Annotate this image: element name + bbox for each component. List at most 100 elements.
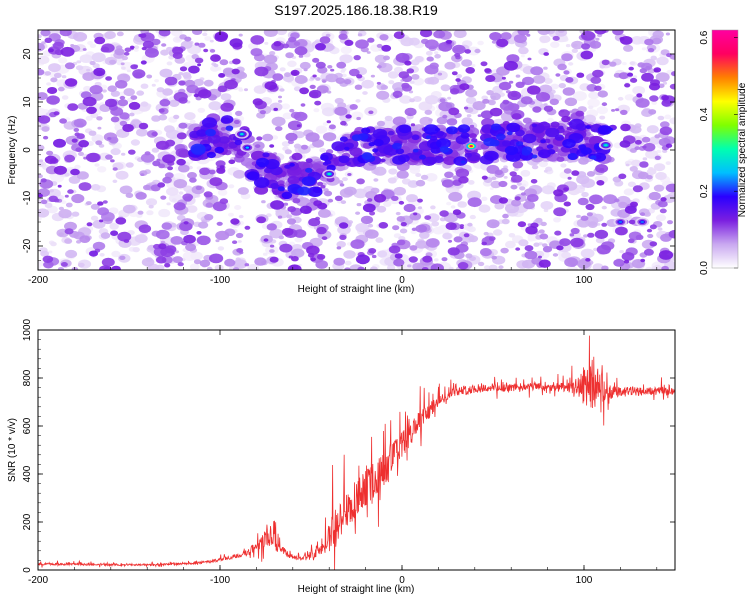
heatmap-cell [305,132,320,143]
heatmap-cell [550,41,560,48]
heatmap-cell [318,208,331,218]
heatmap-cell [315,77,321,81]
heatmap-cell [618,173,627,180]
heatmap-cell [86,222,93,227]
heatmap-cell [279,88,285,92]
heatmap-cell [100,84,108,90]
heatmap-cell [38,163,44,167]
heatmap-cell [104,31,116,40]
heatmap-peak [469,145,473,148]
heatmap-cell [173,179,188,189]
heatmap-cell [446,126,458,135]
heatmap-cell [160,49,170,56]
heatmap-cell [387,71,399,79]
heatmap-cell [425,95,439,105]
heatmap-cell [646,175,653,180]
heatmap-cell [286,218,297,225]
heatmap-cell [256,136,263,141]
heatmap-cell [632,86,646,95]
heatmap-cell [48,250,53,254]
heatmap-cell [52,41,64,50]
heatmap-ylabel: Frequency (Hz) [7,116,18,185]
heatmap-cell [306,245,320,255]
colorbar-gradient [712,30,738,268]
heatmap-cell [641,72,654,82]
heatmap-cell [238,88,244,92]
heatmap-cell [433,30,446,39]
heatmap-cell [42,255,54,263]
heatmap-cell [166,187,179,196]
heatmap-cell [90,184,101,191]
heatmap-cell [453,236,463,243]
heatmap-cell [327,65,333,69]
heatmap-cell [89,85,103,95]
heatmap-cell [450,88,460,95]
heatmap-peak [618,220,623,224]
heatmap-cell [91,52,106,63]
heatmap-cell [411,227,417,231]
heatmap-cell [171,198,177,202]
heatmap-cell [158,208,171,218]
heatmap-cell [320,185,326,189]
heatmap-cell [247,264,259,270]
heatmap-cell [65,249,78,259]
heatmap-cell [521,146,533,154]
heatmap-cell [549,98,559,106]
heatmap-cell [125,192,134,198]
heatmap-cell [469,124,475,128]
heatmap-cell [166,202,171,206]
heatmap-cell [624,205,637,214]
heatmap-cell [502,140,512,147]
heatmap-cell [79,54,93,63]
heatmap-cell [655,72,670,82]
heatmap-cell [183,234,196,244]
heatmap-cell [631,36,644,45]
heatmap-cell [362,91,368,95]
heatmap-cell [628,66,634,71]
heatmap-cell [448,266,454,270]
heatmap-cell [101,257,115,267]
heatmap-cell [448,191,463,202]
heatmap-cell [553,207,567,217]
heatmap-cell [99,253,105,257]
heatmap-cell [244,225,251,230]
heatmap-cell [398,124,412,134]
heatmap-cell [387,264,396,270]
heatmap-cell [293,41,301,46]
heatmap-cell [456,74,462,79]
colorbar-frame [711,29,739,269]
heatmap-cell [669,117,675,125]
heatmap-ytick-label: 0 [22,147,33,153]
heatmap-cell [394,66,403,73]
heatmap-cell [139,33,147,38]
heatmap-cell [518,46,529,55]
heatmap-cell [44,202,53,208]
heatmap-cell [44,71,52,76]
heatmap-cell [196,129,208,137]
heatmap-cell [173,202,186,211]
heatmap-cell [513,167,519,172]
heatmap-cell [511,113,522,120]
heatmap-cell [392,225,400,231]
heatmap-cell [61,75,67,79]
heatmap-cell [503,176,508,179]
heatmap-cell [208,169,216,175]
heatmap-cell [220,93,232,101]
heatmap-cell [463,106,469,110]
heatmap-cell [525,225,538,235]
heatmap-cell [178,122,188,129]
heatmap-cell [488,236,496,242]
heatmap-cell [273,107,279,111]
heatmap-cell [228,184,235,189]
heatmap-cell [53,165,67,175]
heatmap-xtick-label: 100 [576,275,593,286]
heatmap-cell [648,82,661,91]
heatmap-cell [92,241,106,251]
heatmap-cell [233,267,240,270]
heatmap-cell [587,98,600,108]
heatmap-cell [276,30,287,36]
heatmap-cell [89,43,97,48]
heatmap-cell [140,101,149,107]
heatmap-cell [73,32,88,42]
